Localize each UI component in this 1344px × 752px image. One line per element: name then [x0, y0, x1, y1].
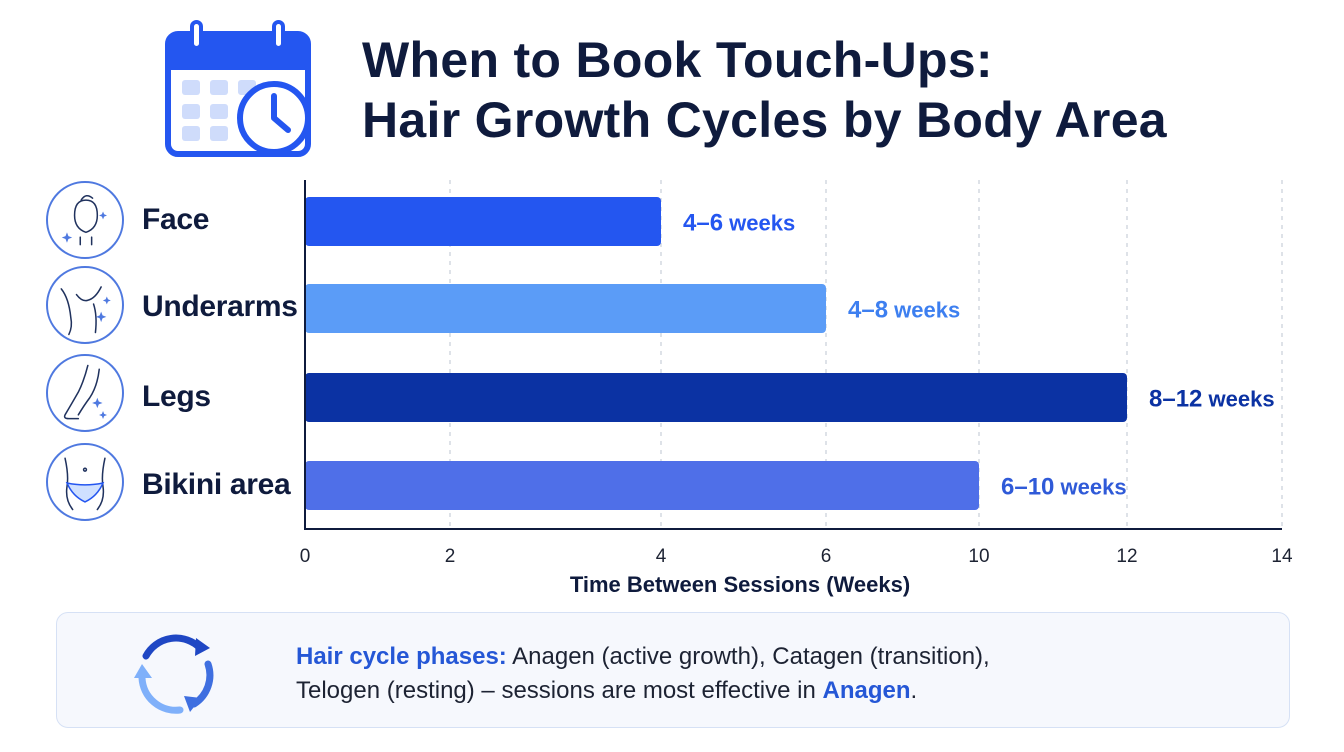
x-tick-label: 14	[1271, 546, 1293, 567]
leg-icon	[46, 354, 124, 432]
category-label-legs: Legs	[142, 380, 211, 413]
hair-cycle-lead: Hair cycle phases:	[296, 643, 507, 670]
face-icon	[46, 181, 124, 259]
hair-cycle-info-panel	[56, 612, 1290, 728]
value-label-bikini: 6–10 weeks	[1001, 474, 1127, 501]
category-label-face: Face	[142, 203, 210, 236]
calendar-clock-icon	[165, 20, 311, 157]
x-tick-label: 2	[445, 546, 456, 567]
bar-legs	[305, 373, 1127, 422]
x-tick-label: 10	[968, 546, 989, 567]
value-label-legs: 8–12 weeks	[1149, 386, 1275, 413]
chart-title-line-2: Hair Growth Cycles by Body Area	[362, 92, 1167, 148]
value-label-underarms: 4–8 weeks	[848, 297, 960, 324]
hair-cycle-text-1: Anagen (active growth), Catagen (transit…	[506, 643, 990, 670]
hair-cycle-text: Hair cycle phases: Anagen (active growth…	[296, 640, 990, 708]
x-tick-label: 12	[1116, 546, 1137, 567]
category-label-bikini-area: Bikini area	[142, 468, 291, 501]
category-label-underarms: Underarms	[142, 290, 298, 323]
anagen-highlight: Anagen	[822, 677, 911, 704]
bar-underarms	[305, 284, 826, 333]
cycle-arrows-icon	[134, 634, 214, 714]
chart-title: When to Book Touch-Ups: Hair Growth Cycl…	[362, 30, 1167, 150]
x-axis-title: Time Between Sessions (Weeks)	[570, 572, 910, 597]
value-label-face: 4–6 weeks	[683, 210, 795, 237]
x-tick-label: 0	[300, 546, 311, 567]
bikini-icon	[46, 443, 124, 521]
bar-chart: 0 2 4 6 10 12 14 4–6 weeks 4–8 weeks 8–12 weeks 6…	[300, 180, 1293, 597]
underarm-icon	[46, 266, 124, 344]
hair-cycle-text-2: Telogen (resting) – sessions are most ef…	[296, 677, 823, 704]
bar-face	[305, 197, 661, 246]
hair-cycle-text-end: .	[910, 677, 918, 704]
x-tick-label: 6	[821, 546, 832, 567]
bar-bikini	[305, 461, 979, 510]
chart-title-line-1: When to Book Touch-Ups:	[362, 32, 993, 88]
x-tick-label: 4	[656, 546, 667, 567]
